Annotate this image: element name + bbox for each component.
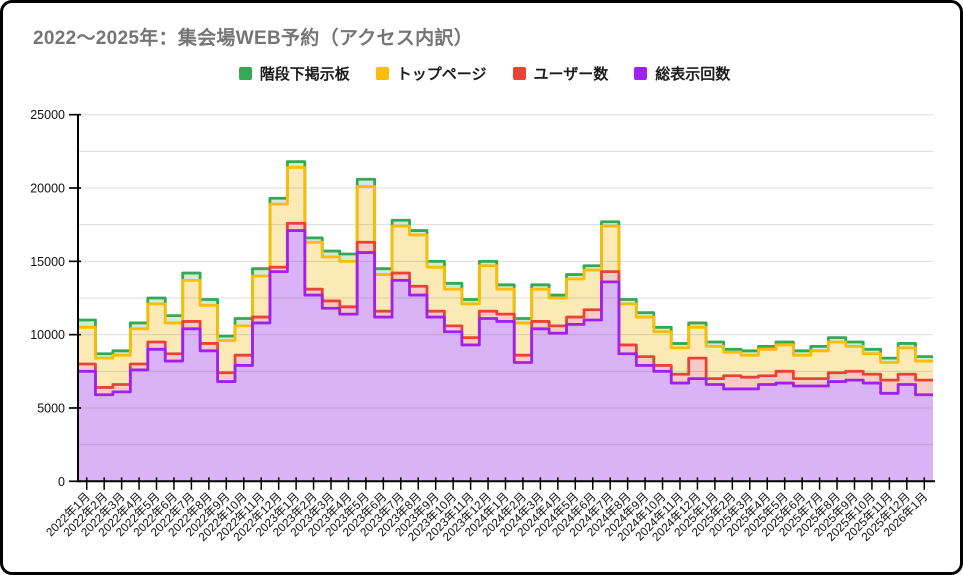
legend-label: 総表示回数: [655, 66, 731, 83]
legend-item-kaidan: 階段下掲示板: [238, 63, 350, 84]
y-axis-label: 10000: [30, 328, 65, 342]
series-fill-3: [78, 230, 933, 482]
legend-swatch-icon: [238, 67, 252, 80]
chart-title: 2022〜2025年：集会場WEB予約（アクセス内訳）: [33, 28, 474, 49]
plot-area: 0 5000 10000 15000 20000 25000 2022年1月 2022年2月 2…: [3, 98, 960, 568]
legend-label: ユーザー数: [533, 66, 609, 83]
chart-legend: 階段下掲示板 トップページ ユーザー数 総表示回数: [3, 63, 960, 84]
y-axis-label: 15000: [30, 255, 65, 269]
legend-item-pageviews: 総表示回数: [634, 63, 730, 84]
legend-swatch-icon: [512, 67, 526, 80]
step-area-chart: 05000100001500020000250002022年1月2022年2月2…: [30, 108, 935, 544]
legend-swatch-icon: [375, 67, 389, 80]
legend-label: 階段下掲示板: [259, 66, 350, 83]
series-line-1: [78, 166, 933, 364]
y-axis-label: 20000: [30, 182, 65, 196]
series-line-0: [78, 160, 933, 360]
series-line-3: [78, 229, 933, 397]
y-axis-label: 0: [58, 475, 65, 489]
legend-label: トップページ: [396, 66, 487, 83]
legend-item-users: ユーザー数: [512, 63, 609, 84]
y-axis-label: 5000: [37, 401, 65, 415]
legend-item-toppage: トップページ: [375, 63, 487, 84]
y-axis-label: 25000: [30, 108, 65, 122]
legend-swatch-icon: [634, 67, 648, 80]
